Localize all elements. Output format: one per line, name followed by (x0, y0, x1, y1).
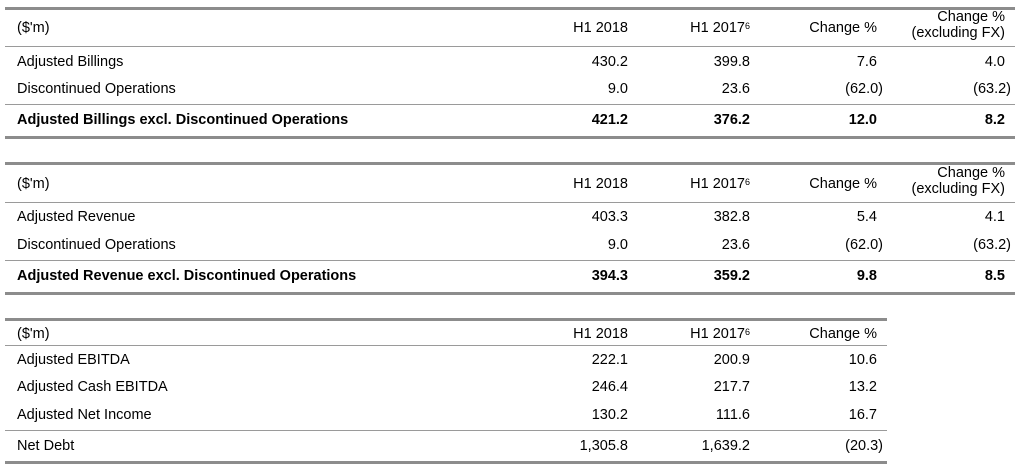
table-row: Adjusted Revenue 403.3 382.8 5.4 4.1 (5, 206, 1015, 228)
total-label: Adjusted Revenue excl. Discontinued Oper… (17, 268, 357, 284)
h1-2017-total: 376.2 (713, 112, 750, 128)
change-value: 7.6 (856, 54, 877, 70)
col-h1-2017-header: H1 20176 (690, 20, 750, 36)
table-row: Discontinued Operations 9.0 23.6 (62.0) … (5, 234, 1015, 256)
row-label: Adjusted Cash EBITDA (17, 379, 168, 395)
h1-2018-total: 421.2 (591, 112, 628, 128)
table-row: Adjusted Cash EBITDA 246.4 217.7 13.2 (5, 376, 887, 398)
h1-2017-value: 111.6 (715, 407, 750, 423)
revenue-table: ($'m) H1 2018 H1 20176 Change % Change %… (5, 156, 1015, 296)
table-top-rule (5, 7, 1015, 10)
col-h1-2017-header: H1 20176 (690, 326, 750, 342)
table-top-rule (5, 318, 887, 321)
table-row: Adjusted EBITDA 222.1 200.9 10.6 (5, 349, 887, 371)
col-change-header: Change % (809, 326, 877, 342)
total-row: Adjusted Revenue excl. Discontinued Oper… (5, 265, 1015, 287)
header-rule (5, 46, 1015, 47)
col-change-header: Change % (809, 20, 877, 36)
h1-2018-value: 403.3 (591, 209, 628, 225)
change-fx-value: 4.0 (984, 54, 1005, 70)
h1-2018-value: 9.0 (607, 81, 628, 97)
h1-2018-value: 222.1 (591, 352, 628, 368)
row-label: Adjusted EBITDA (17, 352, 130, 368)
change-value: (20.3) (845, 438, 883, 454)
change-value: 10.6 (848, 352, 877, 368)
h1-2018-value: 1,305.8 (579, 438, 628, 454)
h1-2017-total: 359.2 (713, 268, 750, 284)
col-change-fx-header: Change % (excluding FX) (911, 165, 1005, 197)
unit-label: ($'m) (17, 20, 50, 36)
row-rule (5, 430, 887, 431)
change-fx-value: 4.1 (984, 209, 1005, 225)
table-row: Adjusted Billings 430.2 399.8 7.6 4.0 (5, 51, 1015, 73)
h1-2018-value: 246.4 (591, 379, 628, 395)
total-row: Adjusted Billings excl. Discontinued Ope… (5, 109, 1015, 131)
row-label: Discontinued Operations (17, 81, 176, 97)
col-change-header: Change % (809, 176, 877, 192)
table-header-row: ($'m) H1 2018 H1 20176 Change % Change %… (5, 165, 1015, 197)
change-value: 13.2 (848, 379, 877, 395)
h1-2017-value: 382.8 (713, 209, 750, 225)
col-change-fx-header: Change % (excluding FX) (911, 9, 1005, 41)
table-bottom-rule (5, 292, 1015, 295)
change-value: 16.7 (848, 407, 877, 423)
table-header-row: ($'m) H1 2018 H1 20176 Change % Change %… (5, 9, 1015, 41)
h1-2018-value: 130.2 (591, 407, 628, 423)
table-row: Adjusted Net Income 130.2 111.6 16.7 (5, 404, 887, 426)
h1-2017-value: 200.9 (713, 352, 750, 368)
unit-label: ($'m) (17, 326, 50, 342)
row-label: Discontinued Operations (17, 237, 176, 253)
total-rule (5, 260, 1015, 261)
change-fx-value: (63.2) (973, 81, 1011, 97)
change-total: 9.8 (856, 268, 877, 284)
header-rule (5, 202, 1015, 203)
h1-2017-value: 1,639.2 (701, 438, 750, 454)
table-top-rule (5, 162, 1015, 165)
col-h1-2017-header: H1 20176 (690, 176, 750, 192)
table-header-row: ($'m) H1 2018 H1 20176 Change % (5, 323, 887, 345)
h1-2018-value: 430.2 (591, 54, 628, 70)
change-total: 12.0 (848, 112, 877, 128)
total-rule (5, 104, 1015, 105)
change-fx-total: 8.5 (984, 268, 1005, 284)
h1-2017-value: 399.8 (713, 54, 750, 70)
row-label: Adjusted Net Income (17, 407, 152, 423)
table-bottom-rule (5, 461, 887, 464)
row-label: Adjusted Billings (17, 54, 124, 70)
table-bottom-rule (5, 136, 1015, 139)
col-h1-2018-header: H1 2018 (573, 176, 628, 192)
total-label: Adjusted Billings excl. Discontinued Ope… (17, 112, 349, 128)
row-label: Adjusted Revenue (17, 209, 136, 225)
unit-label: ($'m) (17, 176, 50, 192)
change-fx-value: (63.2) (973, 237, 1011, 253)
h1-2017-value: 23.6 (721, 237, 750, 253)
change-fx-total: 8.2 (984, 112, 1005, 128)
h1-2017-value: 217.7 (713, 379, 750, 395)
change-value: (62.0) (845, 237, 883, 253)
change-value: (62.0) (845, 81, 883, 97)
col-h1-2018-header: H1 2018 (573, 20, 628, 36)
ebitda-table: ($'m) H1 2018 H1 20176 Change % Adjusted… (5, 312, 887, 470)
billings-table: ($'m) H1 2018 H1 20176 Change % Change %… (5, 0, 1015, 140)
table-row: Discontinued Operations 9.0 23.6 (62.0) … (5, 78, 1015, 100)
h1-2017-value: 23.6 (721, 81, 750, 97)
h1-2018-value: 9.0 (607, 237, 628, 253)
header-rule (5, 345, 887, 346)
col-h1-2018-header: H1 2018 (573, 326, 628, 342)
table-row: Net Debt 1,305.8 1,639.2 (20.3) (5, 435, 887, 457)
h1-2018-total: 394.3 (591, 268, 628, 284)
change-value: 5.4 (856, 209, 877, 225)
row-label: Net Debt (17, 438, 75, 454)
